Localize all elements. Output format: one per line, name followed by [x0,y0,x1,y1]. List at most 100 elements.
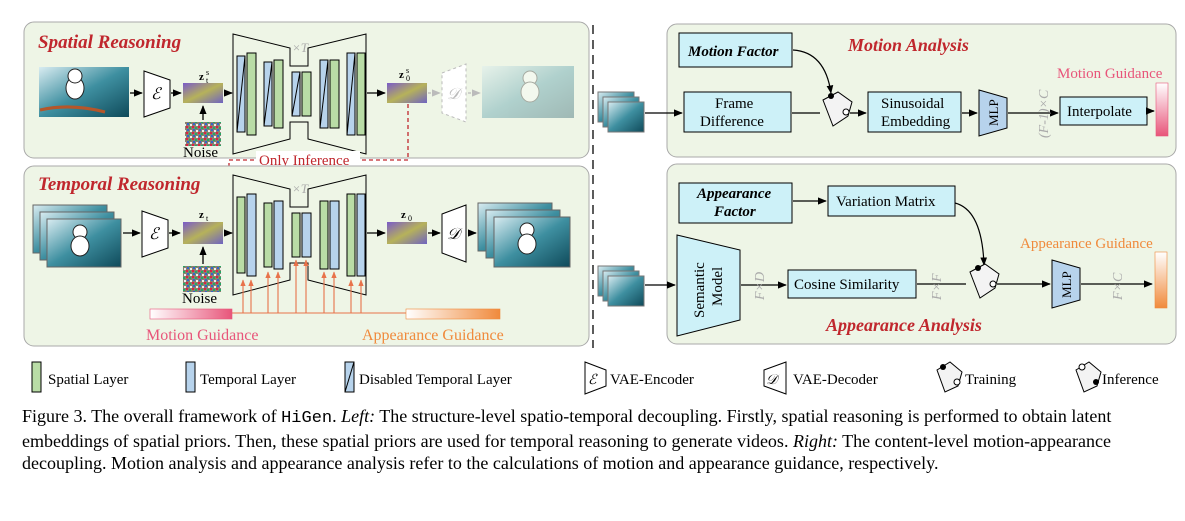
mlp-appearance [1051,259,1081,309]
legend-encoder-glyph: ℰ [588,373,598,388]
noise-image-temporal [183,266,221,292]
svg-text:t: t [206,76,209,85]
caption-p1: . [332,406,342,426]
spatial-input-image [39,67,129,117]
zt-spatial-label: z [199,71,204,83]
times-t-spatial: ×T [292,40,309,55]
appearance-guidance-right-bar [1154,251,1168,309]
legend-encoder: VAE-Encoder [610,372,694,388]
caption-left-label: Left: [341,406,376,426]
fxc-label: F×C [1111,272,1126,301]
latent-zt-temporal [183,222,223,244]
mlp-motion [978,89,1008,137]
noise-label-temporal: Noise [182,291,217,307]
legend-encoder-icon [584,361,607,395]
encoder-glyph: ℰ [151,86,163,103]
appearance-input-frames [597,265,645,307]
vae-decoder-ghost-icon [441,63,467,123]
semantic-line2: Model [710,267,726,306]
legend: Spatial Layer Temporal Layer Disabled Te… [31,361,1159,395]
spatial-output-image [482,66,574,118]
svg-text:s: s [406,66,409,75]
legend-temporal-swatch [185,361,196,393]
motion-dim-label: (F-1)×C [1037,89,1052,138]
appearance-factor-box [678,182,793,224]
unet-spatial: ×T [232,33,367,155]
z0-spatial-label: z [399,69,404,81]
legend-decoder: VAE-Decoder [793,372,878,388]
decoder-glyph-ghost: 𝒟 [447,86,463,103]
legend-inference-icon [1075,361,1102,393]
unet-temporal: ×T [232,174,367,296]
spatial-title: Spatial Reasoning [38,32,181,53]
cosine-similarity-box [787,269,917,299]
motion-guidance-right-label: Motion Guidance [1057,66,1163,82]
framework-figure: Spatial Reasoning ℰ z st Noise ×T z s0 𝒟 [23,21,1177,395]
frame-diff-line1: Frame [715,96,754,112]
caption-method-name: HiGen [281,409,333,428]
legend-inference: Inference [1102,372,1159,388]
motion-guidance-bar [149,308,233,320]
caption-p3: The content-level motion-appearance deco… [22,431,1111,473]
temporal-output-frames [477,202,571,268]
legend-disabled: Disabled Temporal Layer [359,372,512,388]
times-t-temporal: ×T [292,181,309,196]
appearance-panel [666,163,1177,345]
motion-guidance-label: Motion Guidance [146,327,258,344]
noise-image-spatial [185,122,221,146]
svg-text:t: t [206,214,209,223]
figure-caption: Figure 3. The overall framework of HiGen… [22,405,1172,474]
motion-factor-box [678,32,793,68]
appearance-guidance-label: Appearance Guidance [362,327,504,344]
temporal-input-frames [32,204,122,268]
appearance-title: Appearance Analysis [825,315,982,335]
frame-difference-box [683,91,792,133]
frame-diff-line2: Difference [700,114,764,130]
motion-panel [666,23,1177,158]
semantic-model-box [676,234,741,337]
cosine-label: Cosine Similarity [794,277,900,293]
mlp-motion-label: MLP [986,99,1001,126]
sin-line2: Embedding [881,114,951,130]
legend-training: Training [965,372,1017,388]
vae-encoder-icon [143,70,171,118]
training-switch-motion [822,91,853,127]
vae-decoder-icon [441,204,467,263]
decoder-glyph: 𝒟 [447,226,463,243]
mlp-appearance-label: MLP [1059,271,1074,298]
svg-text:s: s [206,68,209,77]
appearance-guidance-right-label: Appearance Guidance [1020,236,1153,252]
appearance-guidance-bar [405,308,501,320]
motion-guidance-right-bar [1155,82,1169,137]
motion-input-frames [597,91,645,133]
legend-temporal: Temporal Layer [200,372,296,388]
semantic-line1: Semantic [692,262,708,318]
variation-matrix-box [827,185,956,217]
legend-spatial-swatch [31,361,42,393]
fxd-label: F×D [753,272,768,301]
zt-temporal-label: z [199,209,204,221]
legend-spatial: Spatial Layer [48,372,128,388]
caption-fig: Figure 3. The overall framework of [22,406,282,426]
latent-zt-spatial [183,83,223,103]
latent-z0-temporal [387,222,427,244]
motion-title: Motion Analysis [847,35,969,55]
guidance-arrows [232,259,406,314]
variation-matrix-label: Variation Matrix [836,194,936,210]
interpolate-box [1059,96,1148,126]
temporal-title: Temporal Reasoning [38,174,200,195]
vae-encoder-temporal-icon [141,210,169,258]
motion-factor-label: Motion Factor [687,44,779,60]
encoder-glyph-temporal: ℰ [149,226,161,243]
fxf-label: F×F [930,273,945,301]
noise-label-spatial: Noise [183,145,218,161]
svg-text:0: 0 [406,74,410,83]
appearance-factor-line2: Factor [713,204,756,220]
caption-p2: The structure-level spatio-temporal deco… [22,406,1112,451]
only-inference-label: Only Inference [259,153,350,169]
svg-text:0: 0 [408,214,412,223]
appearance-factor-line1: Appearance [696,186,772,202]
legend-training-icon [936,361,963,393]
legend-decoder-icon [763,361,787,395]
sinusoidal-embedding-box [867,91,962,133]
